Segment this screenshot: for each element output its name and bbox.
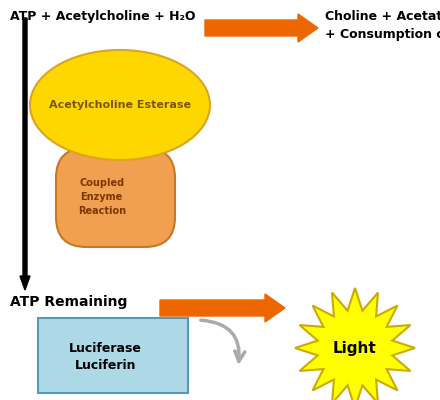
Text: Acetylcholine Esterase: Acetylcholine Esterase — [49, 100, 191, 110]
FancyBboxPatch shape — [56, 148, 175, 247]
Text: ATP Remaining: ATP Remaining — [10, 295, 127, 309]
Ellipse shape — [30, 50, 210, 160]
Polygon shape — [295, 288, 415, 400]
Text: Choline + Acetate: Choline + Acetate — [325, 10, 440, 23]
FancyArrow shape — [20, 18, 30, 290]
Text: ATP + Acetylcholine + H₂O: ATP + Acetylcholine + H₂O — [10, 10, 195, 23]
Text: Light: Light — [333, 340, 377, 356]
FancyArrow shape — [205, 14, 318, 42]
Text: + Consumption of ATP: + Consumption of ATP — [325, 28, 440, 41]
Text: Luciferase
Luciferin: Luciferase Luciferin — [69, 342, 142, 372]
FancyBboxPatch shape — [38, 318, 188, 393]
Text: Coupled
Enzyme
Reaction: Coupled Enzyme Reaction — [77, 178, 126, 216]
FancyArrow shape — [160, 294, 285, 322]
